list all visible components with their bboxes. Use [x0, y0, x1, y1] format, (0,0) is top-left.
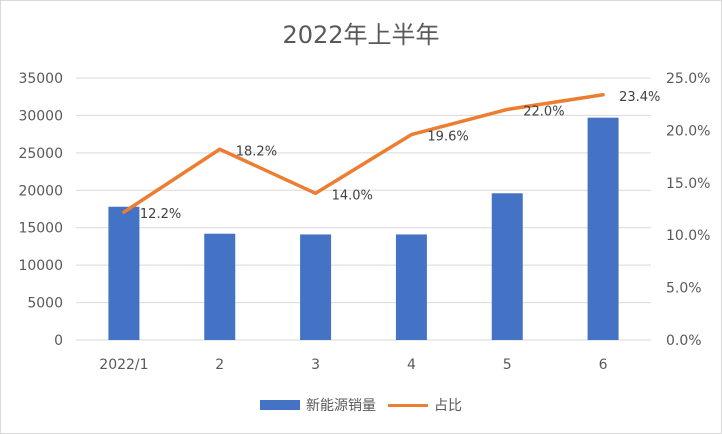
y-right-tick-label: 10.0% — [666, 228, 710, 244]
line-data-label: 19.6% — [427, 130, 468, 145]
y-left-tick-label: 35000 — [18, 71, 63, 87]
legend-item-share[interactable]: 占比 — [388, 395, 462, 415]
legend-swatch-bar — [260, 400, 300, 410]
bar — [300, 234, 332, 340]
y-left-tick-label: 25000 — [18, 146, 63, 162]
x-tick-label: 4 — [407, 357, 416, 373]
legend: 新能源销量 占比 — [1, 395, 721, 415]
chart-title: 2022年上半年 — [282, 21, 440, 49]
y-left-tick-label: 5000 — [27, 296, 63, 312]
legend-item-sales[interactable]: 新能源销量 — [260, 395, 376, 415]
y-right-tick-label: 0.0% — [666, 333, 702, 349]
y-right-tick-label: 5.0% — [666, 281, 702, 297]
y-left-tick-label: 15000 — [18, 221, 63, 237]
y-left-tick-label: 10000 — [18, 258, 63, 274]
line-data-label: 12.2% — [140, 207, 181, 222]
bar — [395, 234, 427, 340]
y-right-tick-label: 15.0% — [666, 176, 710, 192]
bar — [587, 117, 619, 340]
x-tick-label: 6 — [599, 357, 608, 373]
line-data-label: 18.2% — [236, 144, 277, 159]
x-tick-label: 2022/1 — [99, 357, 148, 373]
x-tick-label: 2 — [215, 357, 224, 373]
bar — [108, 206, 140, 340]
legend-label-share: 占比 — [434, 398, 462, 414]
y-right-tick-label: 20.0% — [666, 123, 710, 139]
share-line — [122, 93, 605, 214]
line-data-label: 14.0% — [332, 188, 373, 203]
y-right-tick-label: 25.0% — [666, 71, 710, 87]
x-tick-label: 5 — [503, 357, 512, 373]
line-data-label: 22.0% — [523, 104, 564, 119]
y-left-tick-label: 30000 — [18, 108, 63, 124]
x-tick-label: 3 — [311, 357, 320, 373]
bar — [204, 233, 236, 340]
line-data-label: 23.4% — [619, 90, 660, 105]
bar — [491, 193, 523, 340]
y-left-tick-label: 20000 — [18, 183, 63, 199]
legend-swatch-line — [388, 403, 428, 407]
y-left-tick-label: 0 — [54, 333, 63, 349]
legend-label-sales: 新能源销量 — [306, 398, 376, 414]
